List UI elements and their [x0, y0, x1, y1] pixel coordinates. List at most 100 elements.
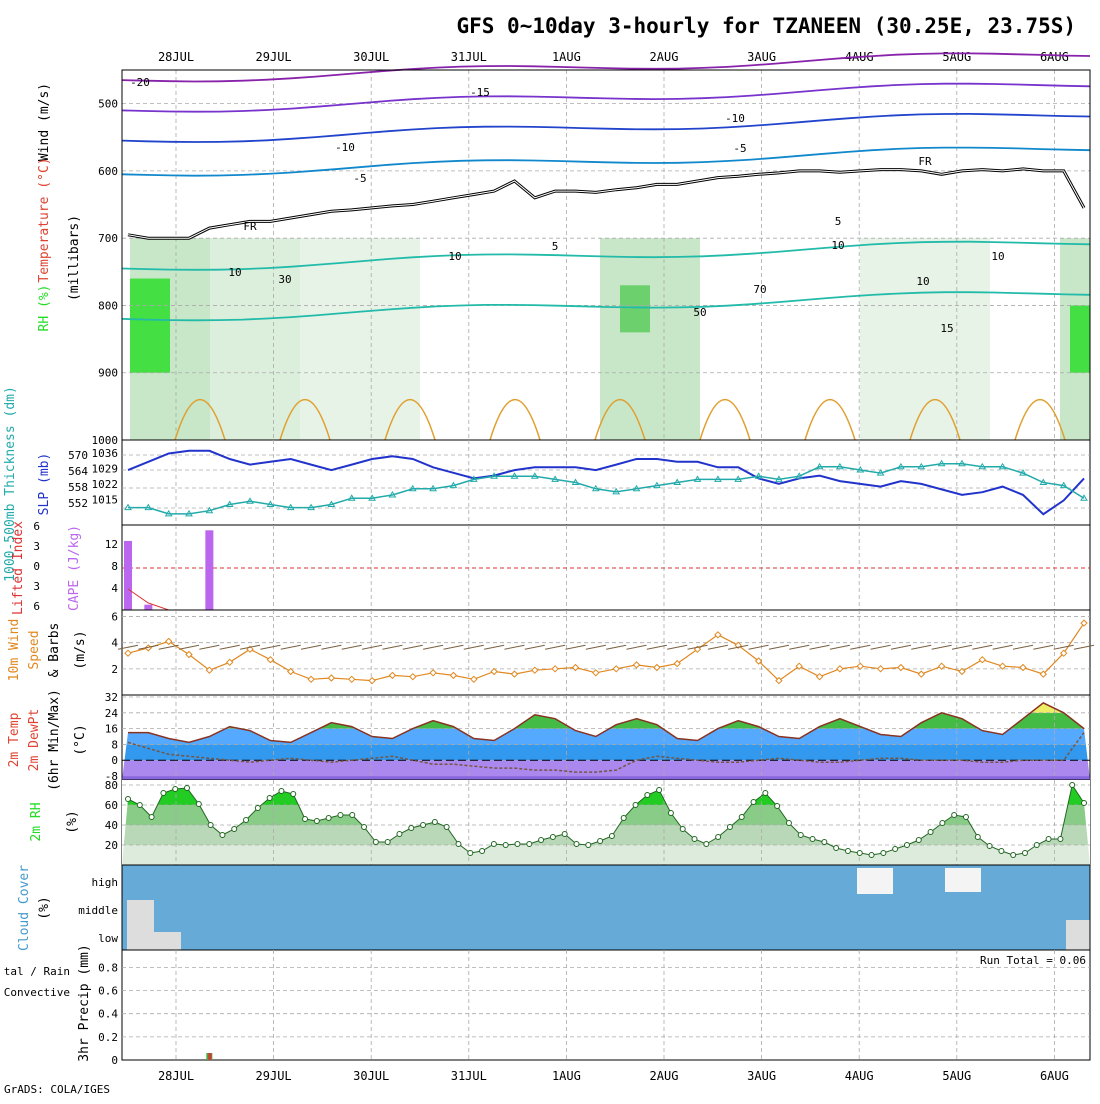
wind-barb: [585, 644, 606, 650]
2m-rh-point: [207, 822, 214, 828]
date-label-bottom: 3AUG: [747, 1069, 776, 1083]
wind-barb: [260, 644, 281, 650]
contour-label: -20: [130, 76, 150, 89]
2m-rh-point: [762, 790, 769, 796]
thickness-point: [1039, 478, 1048, 485]
thickness-point: [693, 475, 702, 482]
wind-barb: [199, 644, 220, 650]
wind-barb: [219, 644, 240, 650]
wind-speed-point: [327, 674, 336, 682]
slp-tick: 1036: [92, 447, 119, 460]
wind-speed-point: [998, 662, 1007, 670]
thickness-point: [530, 472, 539, 479]
2m-rh-point: [172, 786, 179, 792]
2m-rh-point: [927, 829, 934, 835]
thickness-point: [612, 487, 621, 495]
wind-tick: 6: [111, 611, 118, 624]
temp-band: [122, 702, 1090, 713]
2m-rh-point: [809, 836, 816, 842]
slp-tick: 1022: [92, 478, 119, 491]
wind-speed-point: [124, 649, 132, 657]
thickness-tick: 570: [68, 449, 88, 462]
contour-label: 30: [278, 273, 291, 286]
warm-contour: [384, 398, 436, 441]
wind-speed-point: [876, 665, 885, 673]
wind-barb: [484, 644, 505, 650]
wind-barb: [361, 644, 383, 650]
contour-label: -10: [725, 112, 745, 125]
run-total-label: Run Total = 0.06: [980, 954, 1086, 967]
2m-rh-point: [620, 815, 627, 821]
chart-title: GFS 0~10day 3-hourly for TZANEEN (30.25E…: [456, 14, 1076, 38]
thickness-point: [856, 466, 865, 473]
thickness-axis-label: 1000-500mb Thickness (dm): [3, 386, 18, 582]
thickness-point: [836, 462, 844, 470]
slp-series-line: [127, 449, 1085, 516]
date-label-bottom: 4AUG: [845, 1069, 874, 1083]
wind-speed-point: [978, 655, 987, 664]
wind-tick: 2: [111, 663, 118, 676]
2m-rh-point: [561, 831, 568, 837]
thickness-point: [714, 475, 722, 482]
thickness-tick: 552: [68, 497, 88, 510]
wind-barb: [545, 644, 566, 650]
thickness-point: [124, 503, 132, 511]
wind-speed-point: [571, 663, 580, 672]
rh-band: [122, 845, 1090, 865]
thickness-point: [1080, 494, 1088, 501]
convective-precip-bar: [208, 1053, 212, 1060]
low-cloud-block: [1066, 920, 1090, 950]
temp-band: [122, 776, 1090, 780]
wind-speed-point: [754, 657, 763, 665]
wind-barb: [809, 644, 830, 650]
cape-axis-label: CAPE (J/kg): [67, 525, 82, 611]
2m-rh-point: [880, 850, 887, 856]
wind-speed-point: [510, 670, 519, 678]
2m-rh-point: [231, 826, 238, 832]
thickness-point: [408, 484, 417, 492]
2m-rh-point: [408, 825, 415, 831]
precip-tick: 0.4: [98, 1008, 118, 1021]
2m-rh-point: [656, 787, 663, 793]
thickness-point: [1059, 481, 1068, 489]
2m-rh-point: [160, 790, 167, 796]
2m-rh-point: [667, 810, 674, 816]
precip-panel-frame: [121, 949, 1091, 1061]
temp-tick: 16: [105, 723, 118, 736]
precip-axis-label: 3hr Precip (mm): [77, 944, 92, 1061]
2m-rh-point: [644, 792, 651, 798]
wind-barb: [728, 644, 749, 650]
wind-barb: [117, 644, 139, 650]
wind-speed-point: [815, 672, 824, 681]
thickness-point: [876, 469, 885, 476]
wind-speed-point: [897, 663, 905, 672]
2m-rh-point: [490, 841, 497, 847]
thickness-point: [307, 503, 315, 511]
2m-rh-point: [1010, 852, 1017, 858]
temp-band: [122, 712, 1090, 729]
2m-rh-point: [455, 841, 462, 847]
cape-tick: 8: [111, 560, 118, 573]
2m-rh-point: [726, 824, 733, 830]
wind-speed-point: [937, 662, 946, 670]
wind-barb: [423, 644, 444, 650]
2m-rh-point: [821, 839, 828, 845]
wind-speed-point: [775, 676, 783, 685]
thickness-point: [164, 509, 173, 517]
minmax-axis-label: (6hr Min/Max): [47, 689, 62, 791]
wind-barb: [341, 644, 362, 650]
wind-barb: [646, 644, 667, 650]
2m-rh-point: [750, 799, 757, 805]
pressure-tick: 600: [98, 165, 118, 178]
date-label-bottom: 1AUG: [552, 1069, 581, 1083]
temperature-contour: [121, 291, 1091, 322]
pressure-tick: 500: [98, 98, 118, 111]
date-label-top: 3AUG: [747, 50, 776, 64]
2m-rh-point: [868, 852, 875, 858]
wind-speed-point: [917, 670, 926, 678]
2m-rh-point: [384, 839, 391, 845]
slp-panel-frame: [121, 439, 1091, 526]
wind-speed-point: [714, 631, 722, 639]
thickness-tick: 558: [68, 481, 88, 494]
